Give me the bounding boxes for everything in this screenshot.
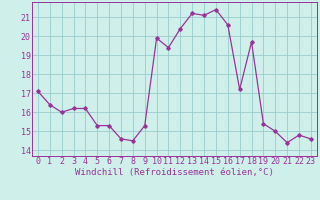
X-axis label: Windchill (Refroidissement éolien,°C): Windchill (Refroidissement éolien,°C) <box>75 168 274 177</box>
